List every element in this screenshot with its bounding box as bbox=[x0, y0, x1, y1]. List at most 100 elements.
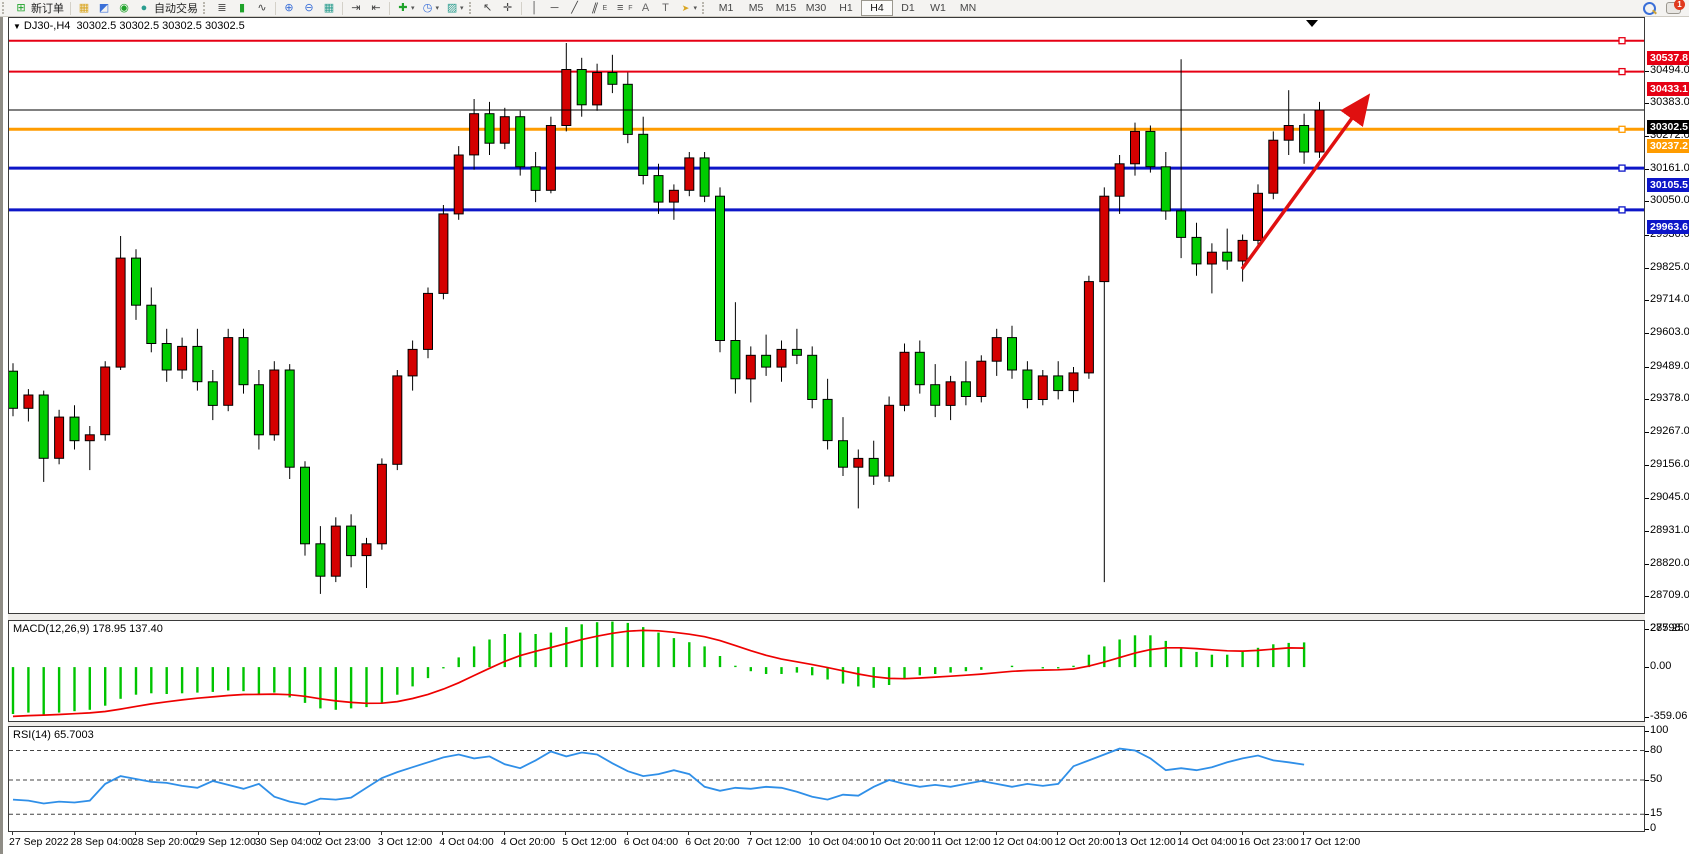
trendline-icon: ╱ bbox=[571, 2, 578, 14]
new-order-button[interactable]: ⊞ 新订单 bbox=[11, 1, 67, 16]
time-axis-label: 14 Oct 04:00 bbox=[1177, 836, 1238, 848]
notifications-icon[interactable]: 1 bbox=[1666, 0, 1685, 14]
indicators-icon: ✚ bbox=[398, 2, 408, 14]
time-axis-tick bbox=[135, 832, 136, 835]
macd-signal-line bbox=[12, 629, 1305, 718]
time-axis-tick bbox=[1241, 832, 1243, 835]
panel-splitter[interactable] bbox=[8, 722, 1645, 728]
horizontal-line-button[interactable]: ─ bbox=[545, 1, 565, 16]
rsi-label: RSI(14) 65.7003 bbox=[13, 729, 94, 741]
line-anchor-handle[interactable] bbox=[1618, 164, 1626, 172]
periods-icon: ◷ bbox=[422, 2, 433, 14]
price-axis-tick: 29489.0 bbox=[1645, 359, 1689, 372]
candlestick-chart-canvas[interactable] bbox=[9, 18, 1644, 613]
time-axis-tick bbox=[1057, 832, 1059, 835]
price-axis[interactable]: 30494.0 30383.0 30272.0 30161.0 30050.0 29936… bbox=[1644, 17, 1689, 854]
price-axis-tick: 29714.0 bbox=[1645, 293, 1689, 306]
time-axis-tick bbox=[257, 832, 259, 835]
toolbar-grip[interactable] bbox=[468, 2, 476, 14]
toolbar-grip[interactable] bbox=[702, 2, 709, 14]
chart-shift-marker[interactable] bbox=[1306, 20, 1318, 27]
toolbar-separator bbox=[389, 1, 390, 15]
chart-shift-button[interactable]: ⇤ bbox=[366, 1, 386, 16]
trendline-button[interactable]: ╱ bbox=[565, 1, 585, 16]
timeframe-mn[interactable]: MN bbox=[959, 2, 977, 14]
toolbar-grip[interactable] bbox=[203, 2, 210, 14]
chart-title: ▼ DJ30-,H4 30302.5 30302.5 30302.5 30302.… bbox=[13, 20, 245, 32]
periods-button[interactable]: ◷ ▾ bbox=[418, 1, 443, 16]
vertical-line-button[interactable]: │ bbox=[525, 1, 545, 16]
fibonacci-button[interactable]: ≡ F bbox=[610, 1, 635, 16]
time-axis-label: 3 Oct 12:00 bbox=[377, 836, 433, 848]
zoom-out-icon: ⊖ bbox=[304, 2, 314, 14]
timeframe-w1[interactable]: W1 bbox=[930, 2, 946, 14]
price-axis-tick: 30050.0 bbox=[1645, 194, 1689, 207]
new-chart-button[interactable]: ▦ bbox=[74, 1, 94, 16]
toolbar-grip[interactable] bbox=[2, 2, 9, 14]
line-anchor-handle[interactable] bbox=[1618, 67, 1626, 76]
time-axis-tick bbox=[1118, 832, 1120, 835]
timeframe-h1[interactable]: H1 bbox=[839, 2, 853, 14]
timeframe-h4[interactable]: H4 bbox=[861, 0, 894, 16]
time-axis-label: 12 Oct 20:00 bbox=[1054, 836, 1115, 848]
auto-scroll-button[interactable]: ⇥ bbox=[346, 1, 366, 16]
vertical-line-icon: │ bbox=[531, 2, 538, 14]
time-axis-label: 28 Sep 04:00 bbox=[70, 836, 133, 848]
rsi-panel[interactable]: RSI(14) 65.7003 bbox=[8, 726, 1645, 832]
time-axis-tick bbox=[872, 832, 874, 835]
bar-chart-button[interactable]: ≣ bbox=[212, 1, 232, 16]
price-axis-tick: 29825.0 bbox=[1645, 260, 1689, 273]
time-axis[interactable]: 27 Sep 2022 28 Sep 04:00 28 Sep 20:00 29 Se… bbox=[8, 832, 1645, 850]
label-button[interactable]: T bbox=[656, 1, 676, 16]
candlestick-button[interactable]: ▮ bbox=[232, 1, 252, 16]
price-axis-tick: 29267.0 bbox=[1645, 425, 1689, 438]
price-tag: 30237.2 bbox=[1647, 139, 1689, 154]
time-axis-label: 7 Oct 12:00 bbox=[746, 836, 802, 848]
tile-windows-button[interactable]: ▦ bbox=[319, 1, 339, 16]
trend-arrow-annotation[interactable] bbox=[1240, 93, 1371, 271]
templates-button[interactable]: ▨ ▾ bbox=[442, 1, 467, 16]
time-axis-label: 11 Oct 12:00 bbox=[931, 836, 991, 848]
notification-badge: 1 bbox=[1674, 0, 1685, 10]
timeframe-d1[interactable]: D1 bbox=[901, 2, 915, 14]
line-anchor-handle[interactable] bbox=[1618, 37, 1626, 45]
zoom-out-button[interactable]: ⊖ bbox=[299, 1, 319, 16]
chart-dropdown-icon[interactable]: ▼ bbox=[13, 22, 21, 31]
chevron-down-icon: ▾ bbox=[693, 5, 698, 12]
timeframe-bar: M1 M5 M15 M30 H1 H4 D1 W1 MN bbox=[711, 0, 983, 16]
line-chart-button[interactable]: ∿ bbox=[252, 1, 272, 16]
autotrading-button[interactable]: ● 自动交易 bbox=[134, 1, 201, 16]
alerts-button[interactable]: ◉ bbox=[114, 1, 134, 16]
zoom-in-button[interactable]: ⊕ bbox=[279, 1, 299, 16]
timeframe-m15[interactable]: M15 bbox=[775, 2, 797, 14]
price-chart-panel[interactable]: ▼ DJ30-,H4 30302.5 30302.5 30302.5 30302.… bbox=[8, 17, 1645, 614]
toolbar-separator bbox=[520, 1, 522, 15]
price-axis-tick: 29045.0 bbox=[1645, 490, 1689, 503]
search-icon[interactable] bbox=[1643, 1, 1656, 15]
time-axis-label: 6 Oct 20:00 bbox=[685, 836, 740, 848]
macd-panel[interactable]: MACD(12,26,9) 178.95 137.40 bbox=[8, 620, 1645, 722]
profiles-button[interactable]: ◩ bbox=[94, 1, 114, 16]
arrows-button[interactable]: ➤ ▾ bbox=[676, 1, 701, 16]
time-axis-label: 12 Oct 04:00 bbox=[992, 836, 1053, 848]
line-anchor-handle[interactable] bbox=[1618, 125, 1626, 133]
rsi-chart-canvas[interactable] bbox=[9, 727, 1644, 831]
templates-icon: ▨ bbox=[446, 2, 458, 14]
line-anchor-handle[interactable] bbox=[1618, 206, 1626, 214]
toolbar-separator bbox=[275, 1, 276, 15]
arrows-icon: ➤ bbox=[681, 3, 690, 13]
macd-chart-canvas[interactable] bbox=[9, 621, 1644, 721]
price-axis-tick: 29603.0 bbox=[1645, 326, 1689, 339]
indicators-button[interactable]: ✚ ▾ bbox=[393, 1, 418, 16]
cursor-button[interactable]: ↖ bbox=[478, 1, 498, 16]
chart-ohlc-values: 30302.5 30302.5 30302.5 30302.5 bbox=[76, 20, 245, 32]
equidistant-channel-button[interactable]: ∥ E bbox=[585, 1, 611, 16]
text-button[interactable]: A bbox=[636, 1, 656, 16]
timeframe-m30[interactable]: M30 bbox=[805, 2, 827, 14]
timeframe-m5[interactable]: M5 bbox=[748, 2, 764, 14]
price-axis-tick: 30161.0 bbox=[1645, 161, 1689, 174]
panel-splitter[interactable] bbox=[8, 614, 1645, 620]
crosshair-button[interactable]: ✛ bbox=[498, 1, 518, 16]
timeframe-m1[interactable]: M1 bbox=[718, 2, 734, 14]
bar-chart-icon: ≣ bbox=[217, 2, 227, 14]
